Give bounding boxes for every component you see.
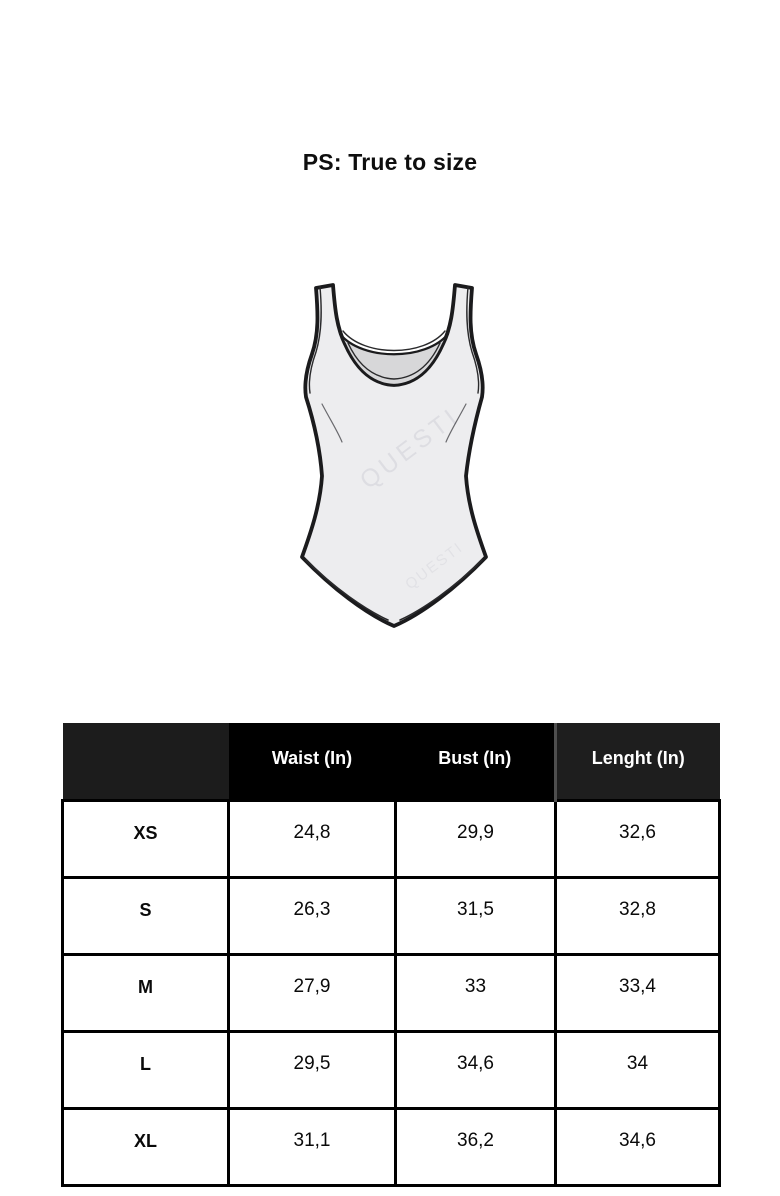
table-row-l: L 29,5 34,6 34 bbox=[61, 1030, 721, 1110]
bust-value: 36,2 bbox=[394, 1107, 557, 1187]
leg-trim-left bbox=[305, 559, 389, 621]
length-value: 34,6 bbox=[554, 1107, 721, 1187]
neckline-inset bbox=[338, 332, 450, 387]
waist-value: 27,9 bbox=[227, 953, 397, 1033]
table-row-xl: XL 31,1 36,2 34,6 bbox=[61, 1107, 721, 1187]
bust-value: 29,9 bbox=[394, 799, 557, 879]
header-row: Waist (In) Bust (In) Lenght (In) bbox=[62, 723, 720, 801]
length-value: 33,4 bbox=[554, 953, 721, 1033]
size-label: XS bbox=[61, 799, 230, 879]
waist-value: 31,1 bbox=[227, 1107, 397, 1187]
length-value: 32,8 bbox=[554, 876, 721, 956]
waist-value: 26,3 bbox=[227, 876, 397, 956]
strap-stitch-right bbox=[466, 286, 480, 394]
front-neck-trim-line bbox=[347, 342, 441, 380]
size-label: L bbox=[61, 1030, 230, 1110]
size-chart-table: Waist (In) Bust (In) Lenght (In) XS 24,8… bbox=[61, 723, 721, 1187]
column-header-waist: Waist (In) bbox=[228, 723, 396, 801]
bust-value: 34,6 bbox=[394, 1030, 557, 1110]
column-header-bust: Bust (In) bbox=[395, 723, 556, 801]
waist-value: 24,8 bbox=[227, 799, 397, 879]
side-seam-left bbox=[321, 403, 343, 443]
waist-value: 29,5 bbox=[227, 1030, 397, 1110]
column-header-length: Lenght (In) bbox=[554, 723, 720, 801]
page-title: PS: True to size bbox=[302, 149, 478, 175]
back-neck-trim-line bbox=[342, 330, 446, 352]
size-label: XL bbox=[61, 1107, 230, 1187]
leg-trim-right bbox=[399, 559, 483, 621]
length-value: 32,6 bbox=[554, 799, 721, 879]
bodysuit-sketch-svg: QUESTI QUESTI bbox=[300, 283, 488, 628]
bust-value: 33 bbox=[394, 953, 557, 1033]
table-row-m: M 27,9 33 33,4 bbox=[61, 953, 721, 1033]
column-header-blank bbox=[62, 723, 229, 801]
side-seam-right bbox=[445, 403, 467, 443]
length-value: 34 bbox=[554, 1030, 721, 1110]
table-row-s: S 26,3 31,5 32,8 bbox=[61, 876, 721, 956]
bodysuit-illustration: QUESTI QUESTI bbox=[270, 258, 510, 648]
size-label: M bbox=[61, 953, 230, 1033]
strap-stitch-left bbox=[308, 286, 322, 394]
size-label: S bbox=[61, 876, 230, 956]
table-row-xs: XS 24,8 29,9 32,6 bbox=[61, 799, 721, 879]
bust-value: 31,5 bbox=[394, 876, 557, 956]
